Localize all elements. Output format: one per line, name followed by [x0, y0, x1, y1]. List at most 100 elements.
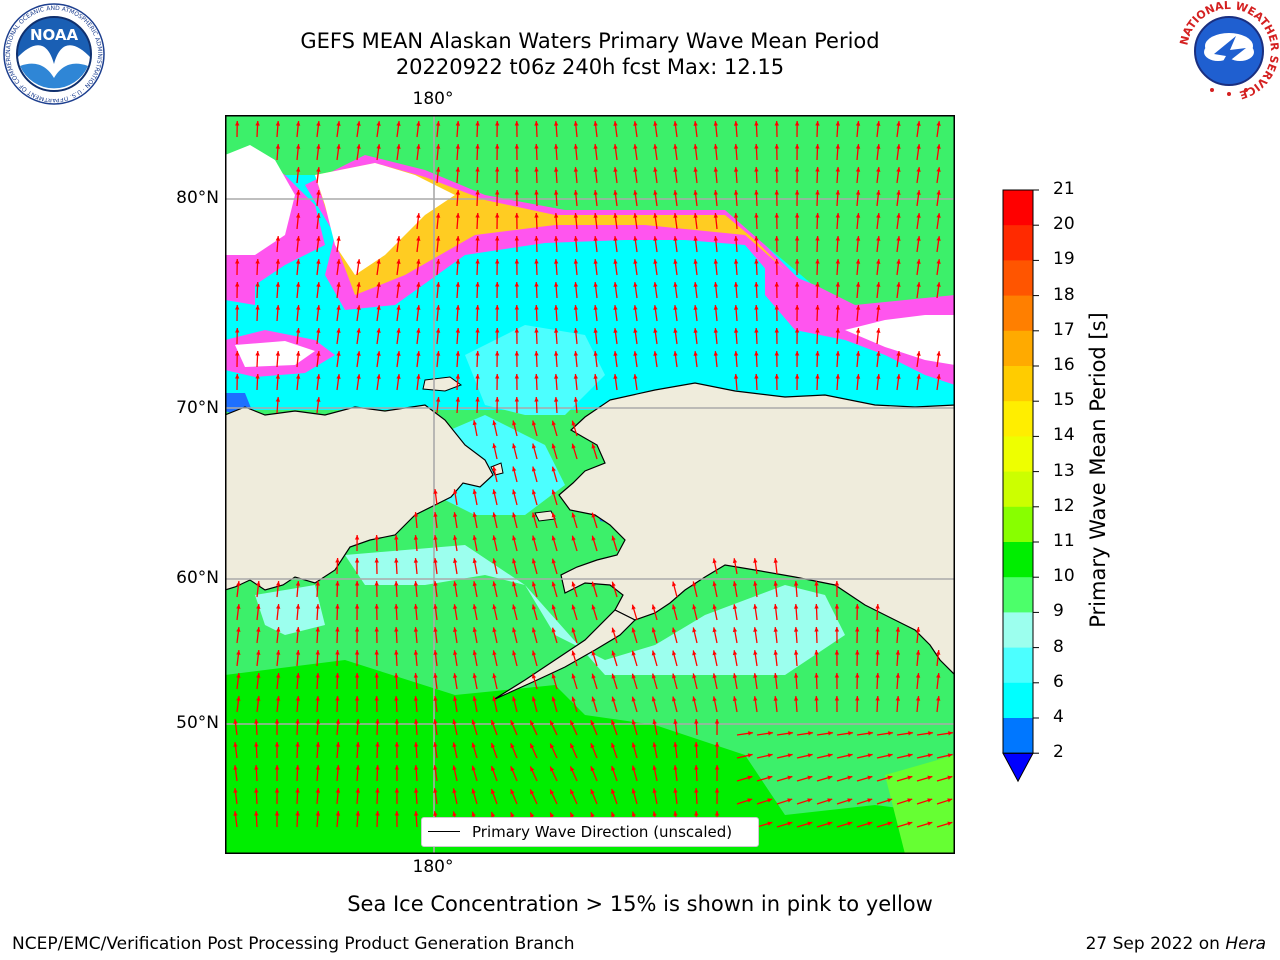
- wave-direction-arrow: [316, 144, 321, 161]
- wave-direction-arrow: [295, 787, 300, 805]
- colorbar-tick-label: 9: [1053, 601, 1064, 622]
- wave-direction-arrow: [916, 213, 921, 230]
- colorbar-tick-label: 15: [1053, 390, 1075, 411]
- wave-direction-arrow: [452, 788, 458, 805]
- wave-direction-arrow: [433, 604, 438, 621]
- wave-direction-arrow: [255, 350, 260, 368]
- wave-direction-arrow: [551, 512, 558, 529]
- wave-direction-arrow: [435, 282, 441, 299]
- wave-direction-arrow: [732, 696, 738, 713]
- wave-direction-arrow: [816, 753, 833, 759]
- wave-direction-arrow: [754, 143, 759, 161]
- wave-direction-arrow: [254, 787, 259, 805]
- wave-direction-arrow: [394, 718, 400, 736]
- wave-direction-arrow: [295, 282, 301, 299]
- wave-direction-arrow: [896, 798, 913, 805]
- wave-direction-arrow: [295, 374, 301, 391]
- wave-direction-arrow: [631, 627, 638, 644]
- wave-direction-arrow: [472, 420, 478, 437]
- wave-direction-arrow: [611, 673, 618, 690]
- wave-direction-arrow: [295, 673, 301, 690]
- wave-direction-arrow: [512, 696, 518, 713]
- wave-direction-arrow: [794, 258, 800, 276]
- wave-direction-arrow: [573, 236, 579, 253]
- wave-direction-arrow: [276, 673, 281, 690]
- wave-direction-arrow: [254, 810, 259, 828]
- wave-direction-arrow: [375, 764, 380, 782]
- wave-direction-arrow: [315, 603, 320, 621]
- wave-direction-arrow: [315, 718, 321, 736]
- wave-direction-arrow: [613, 213, 618, 230]
- wave-direction-arrow: [835, 304, 840, 322]
- wave-direction-arrow: [492, 420, 498, 437]
- wave-direction-arrow: [316, 328, 321, 345]
- wave-direction-arrow: [295, 213, 301, 230]
- wave-direction-arrow: [611, 719, 618, 736]
- wave-direction-arrow: [773, 673, 778, 690]
- wave-direction-arrow: [295, 810, 300, 828]
- wave-direction-arrow: [475, 396, 480, 414]
- wave-direction-arrow: [916, 753, 933, 759]
- wave-direction-arrow: [510, 720, 518, 736]
- wave-direction-arrow: [295, 190, 301, 207]
- wave-direction-arrow: [653, 190, 658, 207]
- wave-direction-arrow: [413, 581, 419, 598]
- wave-direction-arrow: [733, 235, 739, 253]
- wave-direction-arrow: [733, 212, 739, 230]
- wave-direction-arrow: [693, 213, 698, 230]
- nws-logo: NATIONAL WEATHER SERVICE: [1178, 0, 1280, 102]
- wave-direction-arrow: [773, 696, 778, 713]
- wave-direction-arrow: [571, 420, 578, 437]
- wave-direction-arrow: [531, 696, 538, 713]
- wave-direction-arrow: [235, 120, 240, 138]
- wave-direction-arrow: [413, 558, 419, 575]
- wave-direction-arrow: [514, 166, 520, 184]
- wave-direction-arrow: [796, 731, 813, 736]
- wave-direction-arrow: [736, 753, 753, 759]
- wave-direction-arrow: [394, 695, 399, 713]
- wave-direction-arrow: [692, 604, 698, 621]
- wave-direction-arrow: [816, 775, 833, 782]
- wave-direction-arrow: [732, 581, 738, 598]
- wave-direction-arrow: [295, 167, 301, 184]
- wave-direction-arrow: [673, 282, 678, 299]
- wave-direction-arrow: [295, 764, 300, 782]
- wave-direction-arrow: [534, 350, 539, 368]
- wave-direction-arrow: [875, 649, 880, 667]
- wave-direction-arrow: [256, 650, 261, 667]
- colorbar-segment: [1003, 718, 1033, 754]
- light-blue-period-region: [465, 325, 605, 415]
- wave-direction-arrow: [633, 282, 638, 299]
- wave-direction-arrow: [276, 581, 281, 598]
- wave-direction-arrow: [394, 810, 400, 828]
- wave-direction-arrow: [693, 144, 698, 161]
- wave-direction-arrow: [815, 189, 820, 207]
- wave-direction-arrow: [236, 696, 241, 713]
- wave-direction-arrow: [694, 741, 699, 759]
- wave-direction-arrow: [275, 396, 281, 414]
- wave-direction-arrow: [855, 374, 861, 391]
- wave-direction-arrow: [590, 765, 598, 782]
- wave-direction-arrow: [472, 604, 478, 621]
- wave-direction-arrow: [394, 649, 399, 667]
- colorbar-tick-label: 4: [1053, 707, 1064, 727]
- wave-direction-arrow: [254, 764, 259, 782]
- wave-direction-arrow: [593, 282, 598, 299]
- wave-direction-arrow: [356, 121, 361, 138]
- wave-direction-arrow: [835, 166, 840, 184]
- colorbar-segment: [1003, 366, 1033, 402]
- wave-direction-arrow: [551, 466, 558, 483]
- wave-direction-arrow: [631, 604, 638, 621]
- date-text: 27 Sep 2022 on: [1085, 934, 1226, 954]
- wave-direction-arrow: [754, 120, 759, 138]
- wave-direction-arrow: [836, 731, 853, 736]
- wave-direction-arrow: [274, 718, 280, 736]
- colorbar-tick-label: 13: [1053, 460, 1075, 481]
- wave-direction-arrow: [895, 695, 901, 713]
- wave-direction-arrow: [495, 350, 500, 368]
- colorbar-segment: [1003, 330, 1033, 367]
- wave-direction-arrow: [753, 696, 758, 713]
- wave-direction-arrow: [591, 512, 598, 529]
- wave-direction-arrow: [394, 557, 399, 575]
- wave-direction-arrow: [796, 775, 813, 782]
